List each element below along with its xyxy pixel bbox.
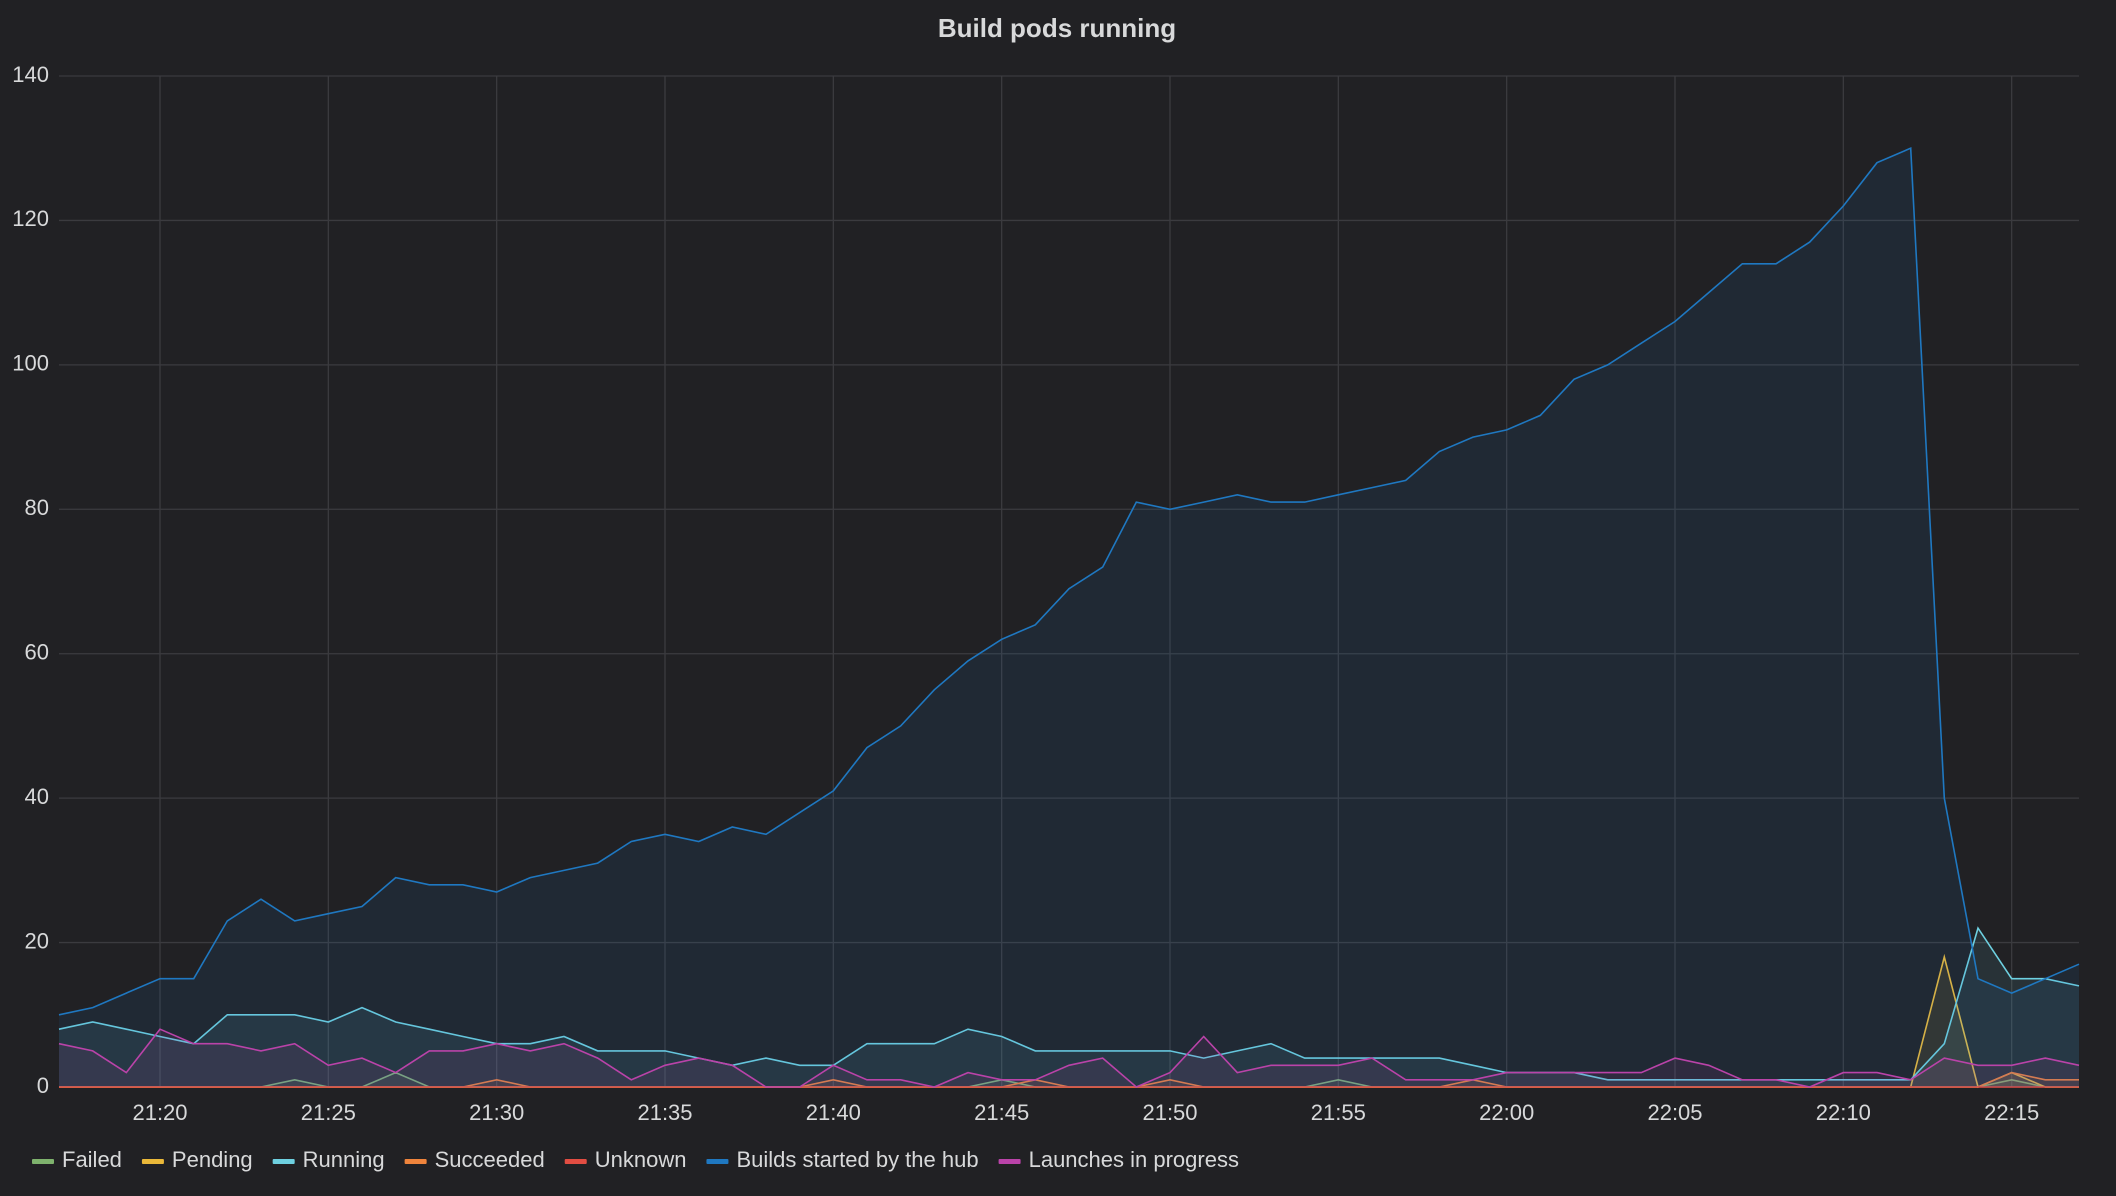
legend-label: Failed: [62, 1147, 122, 1172]
x-tick-label: 21:55: [1311, 1100, 1366, 1125]
x-tick-label: 21:20: [132, 1100, 187, 1125]
legend-swatch: [141, 1159, 164, 1164]
series-line: [58, 147, 2080, 1016]
series-line: [58, 1028, 2080, 1088]
x-tick-label: 22:15: [1984, 1100, 2039, 1125]
legend-label: Builds started by the hub: [736, 1147, 978, 1172]
legend-label: Launches in progress: [1029, 1147, 1239, 1172]
legend-swatch: [706, 1159, 729, 1164]
x-tick-label: 22:10: [1816, 1100, 1871, 1125]
legend-item[interactable]: Pending: [141, 1147, 253, 1172]
legend-item[interactable]: Succeeded: [404, 1147, 545, 1172]
series-area: [59, 1029, 2079, 1087]
legend-item[interactable]: Unknown: [564, 1147, 687, 1172]
y-tick-label: 120: [12, 206, 49, 231]
legend-swatch: [998, 1159, 1021, 1164]
x-tick-label: 22:05: [1647, 1100, 1702, 1125]
x-tick-label: 21:30: [469, 1100, 524, 1125]
legend-item[interactable]: Builds started by the hub: [706, 1147, 979, 1172]
y-tick-label: 140: [12, 62, 49, 87]
legend-swatch: [32, 1159, 54, 1164]
x-tick-label: 21:50: [1142, 1100, 1197, 1125]
legend-swatch: [404, 1159, 427, 1164]
legend-item[interactable]: Running: [272, 1147, 385, 1172]
legend-item[interactable]: Failed: [32, 1147, 122, 1172]
series-area: [59, 148, 2079, 1087]
chart-title: Build pods running: [938, 13, 1176, 43]
legend-item[interactable]: Launches in progress: [998, 1147, 1239, 1172]
y-tick-label: 20: [25, 928, 49, 953]
y-tick-label: 0: [37, 1073, 49, 1098]
series-area: [59, 928, 2079, 1087]
legend-label: Running: [303, 1147, 385, 1172]
x-tick-label: 21:25: [301, 1100, 356, 1125]
legend-swatch: [564, 1159, 587, 1164]
x-tick-label: 22:00: [1479, 1100, 1534, 1125]
x-tick-label: 21:40: [806, 1100, 861, 1125]
legend-label: Succeeded: [435, 1147, 545, 1172]
y-tick-label: 80: [25, 495, 49, 520]
x-tick-label: 21:45: [974, 1100, 1029, 1125]
x-tick-label: 21:35: [637, 1100, 692, 1125]
y-tick-label: 60: [25, 640, 49, 665]
legend-label: Pending: [172, 1147, 253, 1172]
legend-label: Unknown: [595, 1147, 687, 1172]
legend-swatch: [272, 1159, 295, 1164]
y-tick-label: 40: [25, 784, 49, 809]
y-tick-label: 100: [12, 351, 49, 376]
